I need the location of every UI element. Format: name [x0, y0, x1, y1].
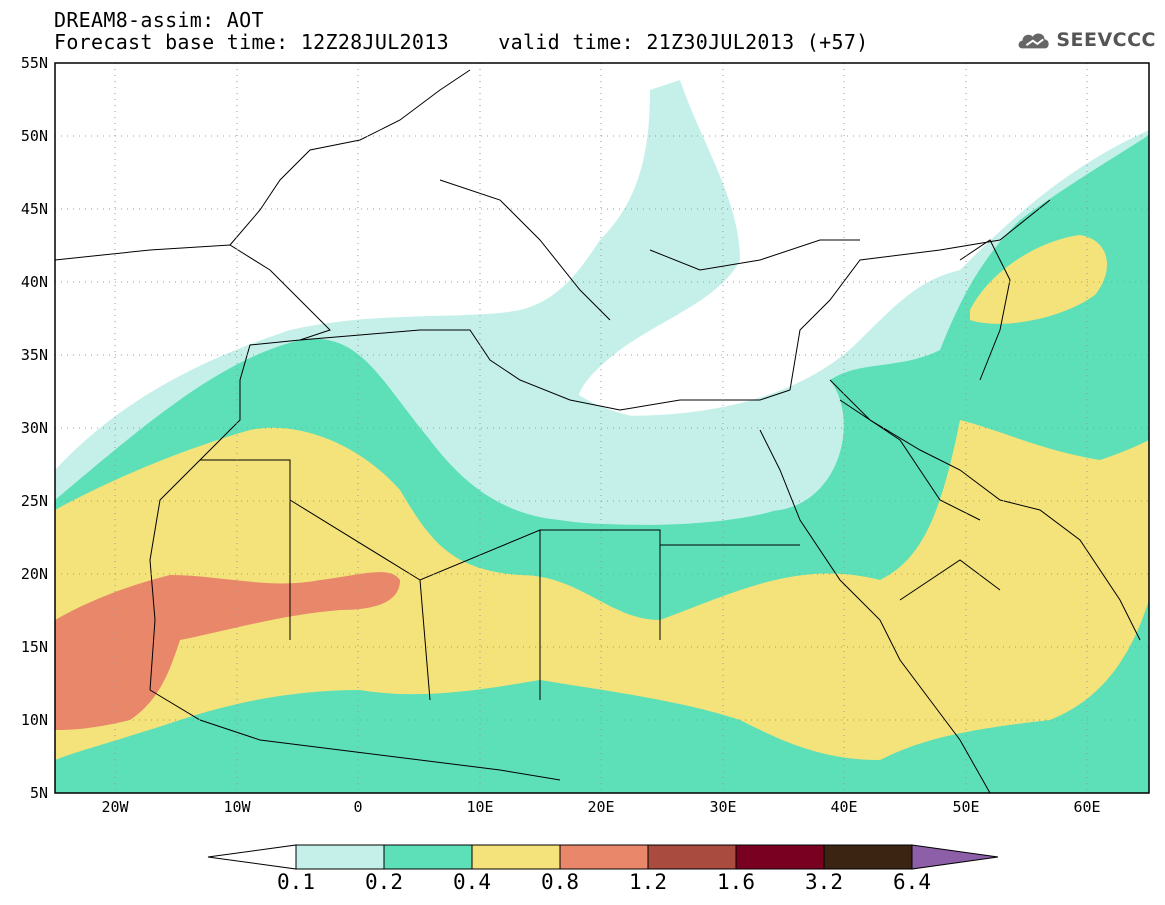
cloud-icon	[1018, 33, 1049, 49]
colorbar-label: 0.1	[277, 870, 315, 894]
aot-contour-0.8	[55, 572, 400, 730]
lat-label: 40N	[20, 273, 48, 291]
colorbar-extend-low	[207, 844, 297, 870]
lon-label: 10W	[223, 798, 251, 816]
lat-label: 15N	[20, 638, 48, 656]
aot-contour-0.1-inner	[430, 361, 808, 525]
colorbar-bin	[295, 844, 385, 870]
lat-label: 45N	[20, 200, 48, 218]
colorbar-bin	[559, 844, 649, 870]
graticule	[55, 63, 1149, 793]
seevccc-logo: SEEVCCC	[1016, 22, 1156, 58]
map-title: DREAM8-assim: AOT	[54, 8, 264, 32]
lon-label: 30E	[709, 798, 737, 816]
lon-label: 50E	[952, 798, 980, 816]
colorbar-label: 1.2	[629, 870, 667, 894]
colorbar-bin	[647, 844, 737, 870]
lat-label: 10N	[20, 711, 48, 729]
lon-label: 40E	[830, 798, 858, 816]
lon-label: 20W	[101, 798, 129, 816]
colorbar-label: 0.2	[365, 870, 403, 894]
colorbar	[207, 844, 999, 870]
forecast-time-line: Forecast base time: 12Z28JUL2013 valid t…	[54, 30, 869, 54]
colorbar-extend-high	[911, 844, 999, 870]
logo-text: SEEVCCC	[1056, 29, 1156, 51]
colorbar-label: 3.2	[805, 870, 843, 894]
lon-label: 60E	[1073, 798, 1101, 816]
lon-label: 0	[353, 798, 363, 816]
colorbar-label: 6.4	[893, 870, 931, 894]
colorbar-label: 0.4	[453, 870, 491, 894]
lat-label: 35N	[20, 346, 48, 364]
lat-label: 5N	[29, 784, 48, 802]
colorbar-bin	[471, 844, 561, 870]
lat-label: 25N	[20, 492, 48, 510]
aot-contour-0.4-caspian	[970, 235, 1107, 324]
lon-label: 20E	[587, 798, 615, 816]
plot-frame	[54, 62, 1150, 794]
colorbar-label: 0.8	[541, 870, 579, 894]
lat-label: 50N	[20, 127, 48, 145]
aot-field	[55, 63, 1149, 793]
lat-label: 20N	[20, 565, 48, 583]
lat-label: 30N	[20, 419, 48, 437]
aot-contour-0.4	[55, 420, 1149, 760]
colorbar-bin	[735, 844, 825, 870]
lat-label: 55N	[20, 54, 48, 72]
colorbar-bin	[823, 844, 913, 870]
lon-label: 10E	[466, 798, 494, 816]
colorbar-label: 1.6	[717, 870, 755, 894]
colorbar-bin	[383, 844, 473, 870]
